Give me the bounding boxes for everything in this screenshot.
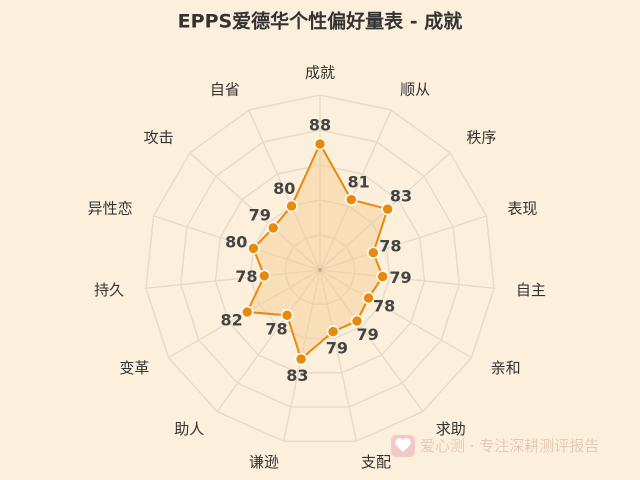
grid-ring (180, 129, 460, 408)
axis-label: 自省 (210, 81, 240, 99)
radar-point (294, 352, 308, 366)
value-label: 79 (389, 268, 411, 287)
axis-line (319, 269, 358, 442)
axis-label: 成就 (305, 64, 335, 82)
watermark-icon (391, 435, 415, 457)
radar-point (280, 309, 294, 322)
radar-point (241, 305, 254, 319)
axis-line (319, 269, 495, 290)
value-label: 81 (348, 173, 370, 192)
axis-label: 秩序 (466, 129, 496, 147)
axis-label: 求助 (436, 420, 466, 438)
grid-ring (214, 164, 426, 374)
radar-point (266, 221, 280, 235)
radar-area (245, 141, 389, 361)
value-label: 83 (390, 187, 412, 206)
radar-point (345, 193, 358, 206)
value-label: 78 (265, 319, 287, 338)
radar-point (313, 137, 327, 151)
axis-line (189, 152, 321, 271)
radar-point (362, 291, 375, 305)
axis-line (145, 269, 321, 290)
axis-line (153, 215, 321, 271)
axis-line (216, 269, 321, 413)
axis-label: 支配 (361, 453, 391, 471)
value-label: 80 (225, 232, 247, 251)
center (318, 268, 322, 272)
value-label: 83 (286, 366, 308, 385)
watermark: 爱心测 · 专注深耕测评报告 (420, 437, 599, 455)
axis-label: 攻击 (144, 129, 174, 147)
value-label: 79 (356, 325, 378, 344)
axis-label: 谦逊 (249, 453, 279, 471)
axis-label: 表现 (507, 200, 537, 218)
axis-label: 变革 (119, 359, 149, 377)
chart-title: EPPS爱德华个性偏好量表 - 成就 (178, 10, 463, 33)
axis-line (319, 269, 424, 413)
value-label: 78 (373, 297, 395, 316)
radar-point (376, 270, 389, 283)
axis-label: 顺从 (400, 81, 430, 99)
radar-point (285, 199, 298, 213)
axis-line (319, 269, 472, 359)
value-label: 78 (379, 237, 401, 256)
axis-line (319, 109, 392, 271)
value-label: 78 (235, 267, 257, 286)
radar-point (350, 314, 364, 328)
value-label: 79 (326, 339, 348, 358)
axis-label: 助人 (174, 420, 204, 438)
radar-point (247, 242, 260, 255)
grid-ring (284, 234, 356, 305)
value-label: 82 (221, 311, 243, 330)
radar-point (258, 269, 271, 283)
axis-label: 异性恋 (88, 200, 133, 218)
axis-line (319, 215, 487, 271)
axis-label: 亲和 (491, 359, 521, 377)
axis-label: 持久 (94, 281, 124, 299)
radar-point (381, 202, 394, 216)
axis-label: 自主 (516, 281, 546, 299)
grid-ring (145, 94, 495, 442)
value-label: 88 (309, 116, 331, 135)
value-label: 80 (273, 179, 295, 198)
axis-line (248, 109, 321, 271)
radar-point (367, 246, 380, 259)
radar-point (326, 325, 340, 338)
value-label: 79 (249, 205, 271, 224)
